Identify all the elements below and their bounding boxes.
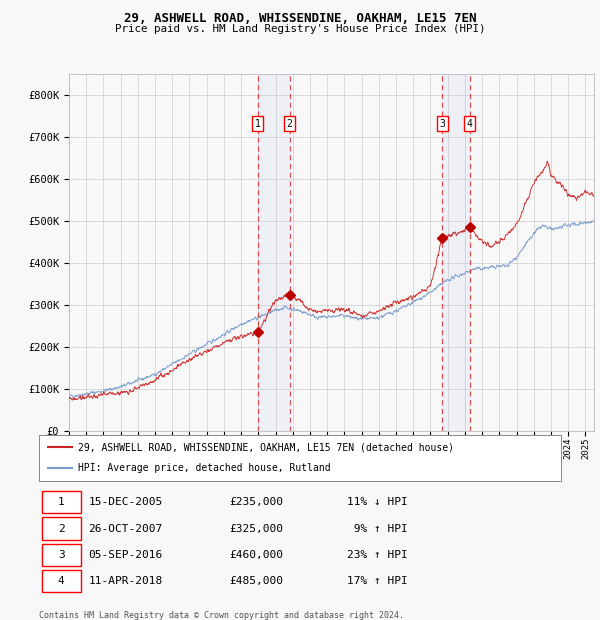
Text: 1: 1	[255, 118, 260, 128]
Text: Contains HM Land Registry data © Crown copyright and database right 2024.
This d: Contains HM Land Registry data © Crown c…	[39, 611, 404, 620]
Text: 4: 4	[467, 118, 473, 128]
Text: £485,000: £485,000	[230, 576, 284, 586]
Text: 11-APR-2018: 11-APR-2018	[89, 576, 163, 586]
Bar	[442, 74, 470, 431]
Text: £460,000: £460,000	[230, 550, 284, 560]
Text: £325,000: £325,000	[230, 523, 284, 534]
Text: 23% ↑ HPI: 23% ↑ HPI	[347, 550, 408, 560]
Text: 29, ASHWELL ROAD, WHISSENDINE, OAKHAM, LE15 7EN (detached house): 29, ASHWELL ROAD, WHISSENDINE, OAKHAM, L…	[78, 443, 454, 453]
FancyBboxPatch shape	[41, 570, 81, 592]
Text: 4: 4	[58, 576, 65, 586]
Text: 26-OCT-2007: 26-OCT-2007	[89, 523, 163, 534]
Text: 1: 1	[58, 497, 65, 507]
Text: 17% ↑ HPI: 17% ↑ HPI	[347, 576, 408, 586]
Text: 05-SEP-2016: 05-SEP-2016	[89, 550, 163, 560]
Text: Price paid vs. HM Land Registry's House Price Index (HPI): Price paid vs. HM Land Registry's House …	[115, 24, 485, 34]
FancyBboxPatch shape	[41, 491, 81, 513]
Text: 9% ↑ HPI: 9% ↑ HPI	[347, 523, 408, 534]
Text: 15-DEC-2005: 15-DEC-2005	[89, 497, 163, 507]
Text: 2: 2	[287, 118, 293, 128]
Bar	[257, 74, 290, 431]
Text: HPI: Average price, detached house, Rutland: HPI: Average price, detached house, Rutl…	[78, 463, 331, 473]
FancyBboxPatch shape	[41, 544, 81, 566]
Text: £235,000: £235,000	[230, 497, 284, 507]
Text: 2: 2	[58, 523, 65, 534]
FancyBboxPatch shape	[41, 518, 81, 539]
Text: 3: 3	[439, 118, 445, 128]
Text: 11% ↓ HPI: 11% ↓ HPI	[347, 497, 408, 507]
Text: 29, ASHWELL ROAD, WHISSENDINE, OAKHAM, LE15 7EN: 29, ASHWELL ROAD, WHISSENDINE, OAKHAM, L…	[124, 12, 476, 25]
Text: 3: 3	[58, 550, 65, 560]
